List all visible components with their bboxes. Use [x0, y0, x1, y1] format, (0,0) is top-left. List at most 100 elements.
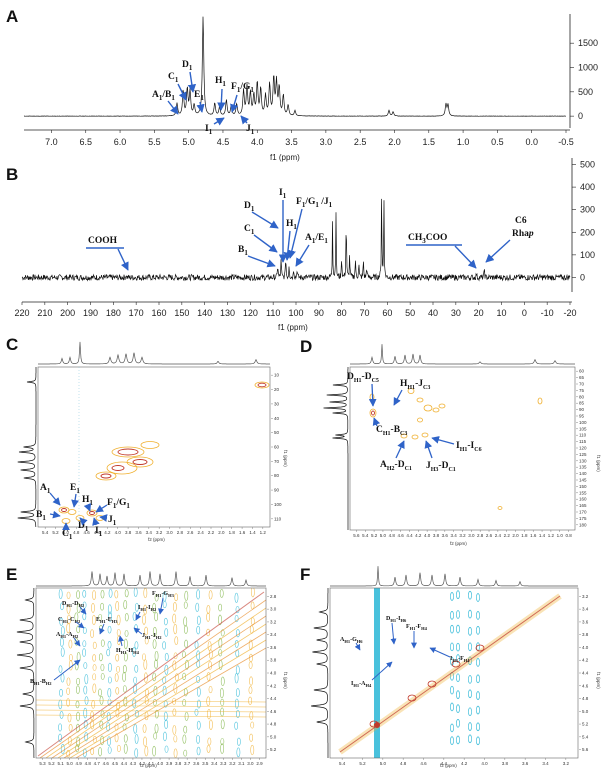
e-contour-4-5	[92, 654, 97, 662]
ann-d-l5: AH2-DC1	[380, 460, 412, 472]
a-xtick-label-5: 4.5	[217, 137, 230, 147]
e-ytick-label-3: 3.4	[270, 632, 277, 637]
e-contour-18-9	[234, 698, 239, 709]
e-diag-4	[63, 631, 266, 758]
b-xtick-label-3: 190	[83, 308, 98, 318]
panel-e-x-ticks: 5.3 5.2 5.1 5.0 4.9 4.8 4.7 4.6 4.5 4.4 4.3 4.2 4.1 4…	[39, 758, 263, 766]
e-contour-6-3	[107, 625, 112, 634]
e-contour-7-12	[114, 733, 119, 743]
e-contour-15-10	[194, 708, 199, 716]
c-xtick-label-14: 2.6	[187, 530, 194, 535]
d-ytick-label-12: 120	[579, 446, 587, 451]
e-hline-0	[36, 699, 266, 703]
e-contour-19-0	[250, 588, 255, 598]
f-ytick-label-12: 5.6	[582, 747, 589, 752]
f-cyan-0-3	[450, 642, 454, 652]
panel-a-x-ticks: 7.0 6.5 6.0 5.5 5.0 4.5 4.0 3.5 3.0 2.5 2.0 1.5 1.0 0…	[45, 130, 574, 147]
a-xtick-label-6: 4.0	[251, 137, 264, 147]
panel-d-y-label: f1 (ppm)	[596, 455, 601, 472]
ann-c-d1: D1	[78, 521, 89, 533]
e-contour-2-0	[76, 590, 80, 599]
e-contour-4-13	[90, 747, 95, 756]
e-diag-1	[45, 607, 266, 758]
ann-d-l2: HH1-JC3	[400, 379, 430, 391]
ann-cooh: COOH	[88, 236, 118, 246]
e-xtick-label-2: 5.1	[57, 761, 64, 766]
c-xtick-label-12: 3.0	[166, 530, 173, 535]
a-ytick-label-0: 0	[578, 111, 583, 121]
f-cyan-3-3	[476, 642, 480, 651]
e-contour-15-13	[196, 746, 201, 756]
f-cyan-1-0	[456, 590, 460, 600]
e-contour-14-13	[183, 749, 188, 757]
e-contour-1-13	[66, 749, 71, 758]
e-contour-1-6	[68, 660, 73, 671]
b-xtick-label-18: 40	[428, 308, 438, 318]
c-ytick-label-2: 30	[274, 401, 280, 406]
ann-a1-b1: A1/B1	[152, 90, 175, 102]
e-contour-0-3	[60, 626, 65, 636]
e-contour-8-8	[122, 685, 127, 693]
e-contour-0-7	[60, 673, 65, 683]
c-ytick-label-0: 10	[274, 373, 280, 378]
c-xtick-label-7: 4.0	[115, 530, 122, 535]
e-diag-0	[39, 599, 266, 758]
d-xtick-label-13: 3.0	[468, 533, 475, 538]
d-xtick-label-18: 2.0	[512, 533, 519, 538]
f-ytick-label-6: 4.4	[582, 671, 589, 676]
f-cyan-1-7	[456, 704, 460, 713]
panel-c-side-projection	[17, 367, 37, 527]
e-xtick-label-4: 4.9	[76, 761, 83, 766]
e-xtick-label-17: 3.6	[193, 761, 200, 766]
e-contour-16-0	[208, 590, 213, 600]
b-xtick-label-11: 110	[266, 308, 280, 318]
e-contour-12-5	[164, 652, 169, 662]
f-ytick-label-9: 5.0	[582, 709, 589, 714]
ann-f-l1: FH1-FH4	[406, 624, 428, 631]
c-ytick-label-3: 40	[274, 416, 280, 421]
e-contour-5-6	[100, 663, 105, 672]
e-xtick-label-15: 3.8	[175, 761, 182, 766]
e-xtick-label-7: 4.6	[103, 761, 110, 766]
panel-d-label: D	[300, 337, 312, 356]
e-contour-0-8	[59, 688, 63, 697]
c-xtick-label-21: 1.2	[260, 530, 267, 535]
b-xtick-label-7: 150	[174, 308, 189, 318]
c-xtick-label-11: 3.2	[156, 530, 163, 535]
f-cyan-2-8	[468, 722, 472, 731]
e-contour-12-8	[162, 685, 167, 696]
e-contour-4-2	[92, 614, 96, 626]
b-xtick-label-20: 20	[474, 308, 484, 318]
e-ytick-label-5: 3.8	[270, 658, 277, 663]
panel-e: E 5.3 5.2 5.1 5.0 4.9 4.8 4.7 4.6 4.5 4.4 4.3 4.2 4.…	[6, 565, 288, 768]
e-contour-0-5	[60, 647, 65, 657]
panel-a-y-ticks: 0 500 1000 1500	[570, 38, 598, 121]
ann-e-l3: IH1-IH2	[138, 605, 157, 612]
e-contour-11-12	[153, 732, 158, 740]
e-contour-14-11	[183, 725, 188, 734]
e-contour-19-9	[248, 696, 253, 705]
e-contour-16-5	[208, 649, 213, 659]
e-contour-5-4	[100, 639, 105, 647]
ann-e-l8: HH1-HH4	[116, 648, 140, 655]
f-cyan-3-4	[476, 658, 480, 667]
e-contour-4-6	[92, 664, 97, 671]
e-contour-1-4	[68, 639, 73, 649]
c-xtick-label-20: 1.4	[249, 530, 256, 535]
f-peak-4	[475, 644, 485, 652]
e-contour-17-4	[218, 637, 223, 649]
e-contour-16-13	[206, 744, 211, 753]
f-cyan-0-9	[450, 736, 454, 745]
panel-d-annotations: DH1-DC5 HH1-JC3 CH1-BC3 IH1-IC6 AH2-DC1 …	[347, 372, 482, 473]
e-contour-13-13	[173, 748, 178, 758]
f-ytick-label-4: 4.0	[582, 645, 589, 650]
f-cyan-2-5	[468, 675, 472, 684]
f-xtick-label-5: 4.4	[441, 761, 448, 766]
b-xtick-label-2: 200	[60, 308, 75, 318]
e-contour-0-1	[60, 602, 64, 611]
b-xtick-label-24: -20	[563, 308, 576, 318]
e-contour-1-10	[67, 713, 72, 723]
d-xtick-label-6: 4.4	[406, 533, 413, 538]
c-xtick-label-16: 2.2	[208, 530, 215, 535]
ann-i1: I1	[205, 124, 213, 136]
